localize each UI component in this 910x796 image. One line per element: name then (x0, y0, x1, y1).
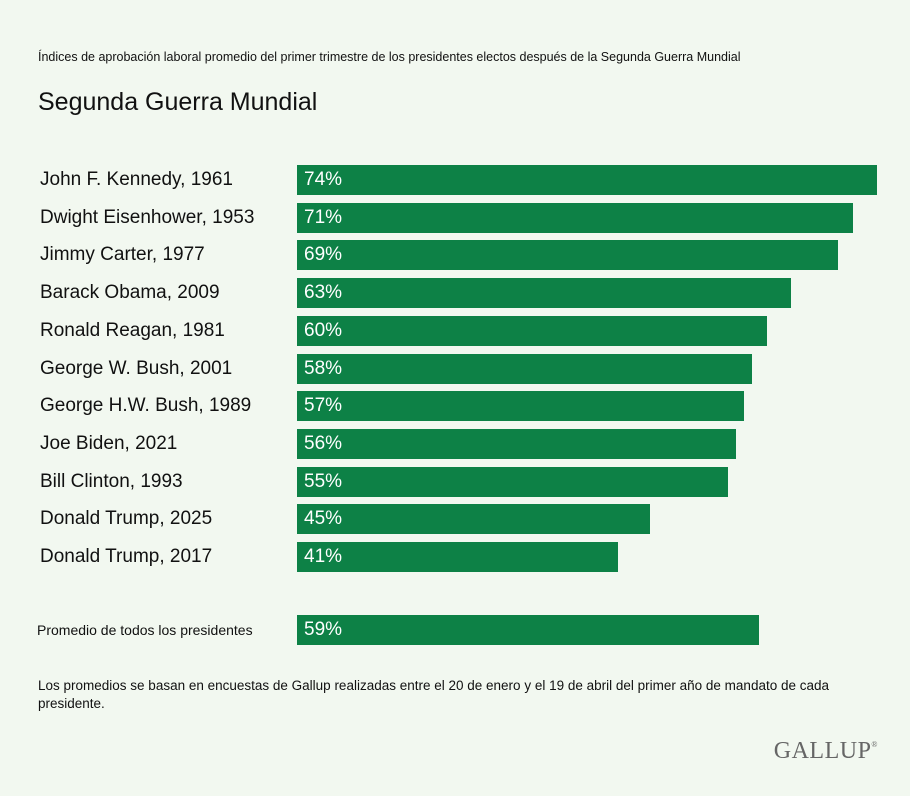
bar-label-6: George W. Bush, 2001 (40, 358, 233, 379)
bar-value-7: 57% (304, 395, 343, 416)
bar-value-average: 59% (304, 619, 343, 640)
bar-value-2: 71% (304, 207, 343, 228)
bar-5: 60% (297, 316, 767, 346)
gallup-logo-text: GALLUP (773, 738, 872, 764)
bar-label-2: Dwight Eisenhower, 1953 (40, 207, 255, 228)
bar-8: 56% (297, 429, 736, 459)
bar-label-10: Donald Trump, 2025 (40, 508, 213, 529)
bar-2: 71% (297, 203, 853, 233)
bar-average: 59% (297, 615, 759, 645)
bar-label-1: John F. Kennedy, 1961 (40, 169, 233, 190)
bar-3: 69% (297, 240, 838, 270)
bar-label-3: Jimmy Carter, 1977 (40, 244, 205, 265)
bar-11: 41% (297, 542, 618, 572)
bar-7: 57% (297, 391, 744, 421)
bar-label-4: Barack Obama, 2009 (40, 282, 220, 303)
bar-value-5: 60% (304, 320, 343, 341)
bar-10: 45% (297, 504, 650, 534)
bar-value-9: 55% (304, 471, 343, 492)
bar-value-10: 45% (304, 508, 343, 529)
footnote: Los promedios se basan en encuestas de G… (38, 678, 830, 711)
bar-value-4: 63% (304, 282, 343, 303)
bar-value-6: 58% (304, 358, 343, 379)
gallup-logo: GALLUP® (774, 738, 878, 765)
bar-value-1: 74% (304, 169, 343, 190)
bar-4: 63% (297, 278, 791, 308)
bar-value-11: 41% (304, 546, 343, 567)
bar-label-5: Ronald Reagan, 1981 (40, 320, 225, 341)
bar-label-average: Promedio de todos los presidentes (37, 622, 253, 638)
chart-subtitle: Índices de aprobación laboral promedio d… (38, 50, 741, 64)
bar-value-8: 56% (304, 433, 343, 454)
bar-value-3: 69% (304, 244, 343, 265)
bar-label-7: George H.W. Bush, 1989 (40, 395, 252, 416)
registered-mark: ® (871, 740, 878, 749)
bar-6: 58% (297, 354, 752, 384)
bar-9: 55% (297, 467, 728, 497)
bar-label-9: Bill Clinton, 1993 (40, 471, 183, 492)
bar-1: 74% (297, 165, 877, 195)
bar-label-11: Donald Trump, 2017 (40, 546, 213, 567)
bar-label-8: Joe Biden, 2021 (40, 433, 178, 454)
chart-title: Segunda Guerra Mundial (38, 88, 318, 116)
